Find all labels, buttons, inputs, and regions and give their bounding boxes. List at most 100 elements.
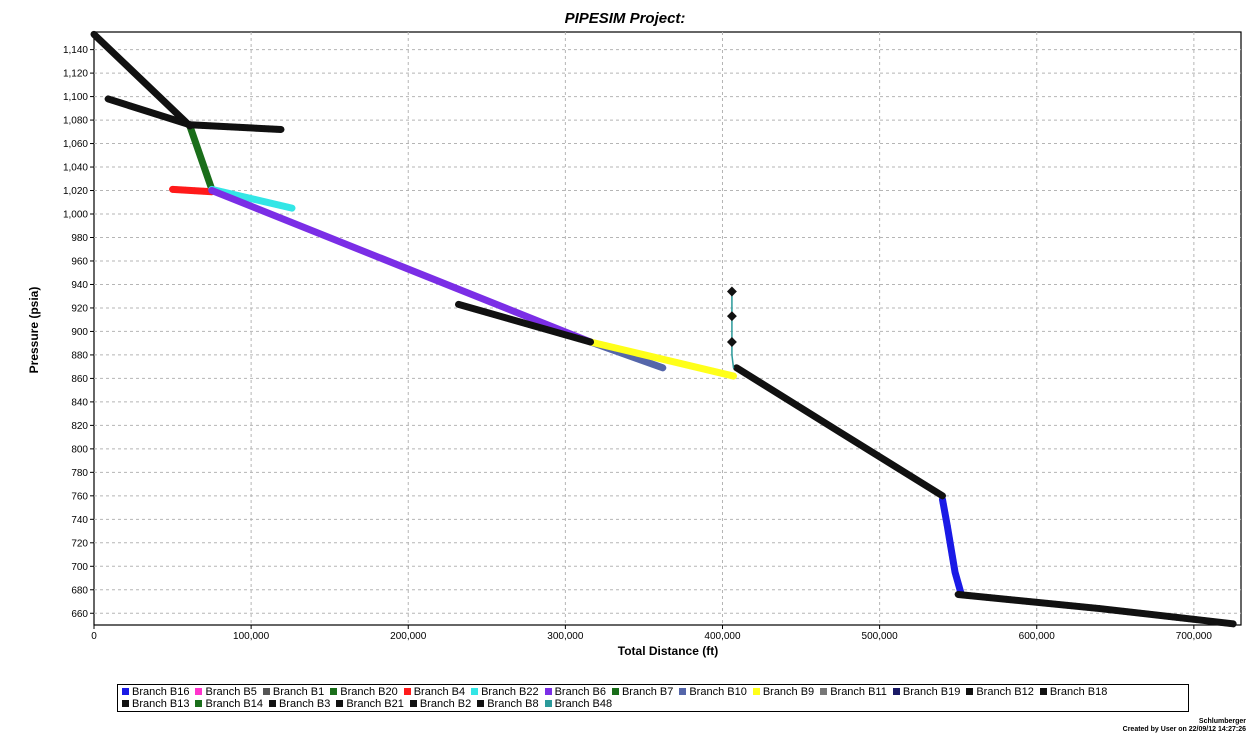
series-branch-b21 [104, 95, 194, 129]
data-point [950, 560, 958, 568]
legend-label: Branch B48 [554, 698, 613, 710]
data-point [943, 521, 951, 529]
y-tick-label: 880 [71, 350, 88, 361]
data-point [173, 186, 181, 194]
legend-label: Branch B6 [554, 686, 606, 698]
series-layer [90, 30, 1237, 628]
data-point [991, 594, 999, 602]
legend-swatch [966, 688, 974, 695]
y-tick-label: 1,000 [63, 210, 88, 221]
footer-company: Schlumberger [1198, 718, 1246, 725]
data-point [726, 337, 737, 347]
data-point [974, 592, 982, 601]
series-branch-b18 [733, 364, 947, 500]
legend-swatch [403, 688, 411, 695]
data-point [211, 122, 219, 130]
data-point [240, 124, 248, 132]
y-tick-label: 980 [71, 233, 88, 244]
footer: Schlumberger Created by User on 22/09/12… [1123, 718, 1246, 734]
y-tick-label: 1,040 [63, 163, 88, 174]
legend-item: Branch B2 [409, 698, 471, 710]
legend-item: Branch B6 [544, 686, 606, 698]
legend-label: Branch B21 [346, 698, 404, 710]
legend-swatch [122, 688, 129, 695]
data-point [726, 311, 737, 322]
legend-item: Branch B19 [892, 686, 960, 698]
data-point [938, 492, 947, 500]
legend-swatch [268, 700, 276, 707]
data-point [288, 204, 296, 212]
y-axis-label: Pressure (psia) [27, 287, 41, 374]
x-tick-label: 100,000 [233, 631, 270, 642]
data-point [978, 593, 986, 601]
legend-item: Branch B4 [403, 686, 465, 698]
legend-swatch [336, 700, 344, 707]
legend-swatch [262, 688, 270, 695]
data-point [219, 122, 227, 131]
legend-label: Branch B22 [481, 686, 539, 698]
x-tick-label: 700,000 [1176, 631, 1213, 642]
data-point [199, 187, 207, 195]
legend-item: Branch B5 [195, 686, 257, 698]
y-tick-label: 720 [71, 538, 88, 549]
data-point [950, 564, 958, 572]
plot-frame [93, 31, 1242, 626]
data-point [947, 543, 955, 551]
y-tick-label: 840 [71, 397, 88, 408]
legend-item: Branch B16 [122, 686, 189, 698]
data-point [215, 122, 223, 130]
legend-label: Branch B11 [830, 686, 887, 698]
legend-label: Branch B10 [689, 686, 747, 698]
legend-item: Branch B18 [1039, 686, 1108, 698]
grid-layer [94, 32, 1241, 625]
data-point [1003, 595, 1011, 603]
data-point [273, 125, 281, 133]
legend-item: Branch B9 [752, 686, 814, 698]
y-tick-label: 920 [71, 303, 88, 314]
data-point [260, 125, 268, 133]
y-tick-label: 820 [71, 421, 88, 432]
x-tick-label: 500,000 [862, 631, 899, 642]
data-point [1015, 596, 1023, 605]
data-point [177, 186, 185, 194]
data-point [190, 187, 198, 195]
legend-label: Branch B18 [1049, 686, 1108, 698]
data-point [966, 592, 974, 600]
data-point [947, 547, 956, 555]
y-tick-label: 960 [71, 256, 88, 267]
data-point [986, 594, 995, 602]
legend-label: Branch B20 [340, 686, 398, 698]
y-tick-label: 860 [71, 374, 88, 385]
data-point [186, 121, 194, 129]
data-point [999, 595, 1007, 603]
data-point [726, 286, 737, 297]
y-tick-label: 660 [71, 609, 88, 620]
data-point [190, 121, 198, 129]
series-branch-b13 [954, 590, 1237, 628]
legend-swatch [330, 688, 338, 695]
legend-swatch [1039, 688, 1047, 695]
data-point [277, 125, 285, 133]
x-tick-label: 400,000 [704, 631, 741, 642]
data-point [995, 594, 1003, 603]
data-point [954, 590, 962, 599]
legend-item: Branch B21 [336, 698, 404, 710]
legend-item: Branch B8 [477, 698, 539, 710]
legend-swatch [544, 700, 552, 707]
legend-label: Branch B3 [278, 698, 331, 710]
legend-swatch [544, 688, 552, 695]
data-point [970, 592, 978, 600]
legend-label: Branch B7 [621, 686, 674, 698]
data-point [223, 123, 231, 131]
y-tick-label: 1,080 [63, 116, 88, 127]
legend-label: Branch B1 [272, 686, 325, 698]
legend-item: Branch B13 [122, 698, 189, 710]
data-point [227, 123, 235, 131]
legend-swatch [477, 700, 485, 707]
data-point [586, 338, 595, 346]
data-point [207, 122, 215, 130]
data-point [945, 534, 953, 542]
legend-item: Branch B3 [268, 698, 331, 710]
